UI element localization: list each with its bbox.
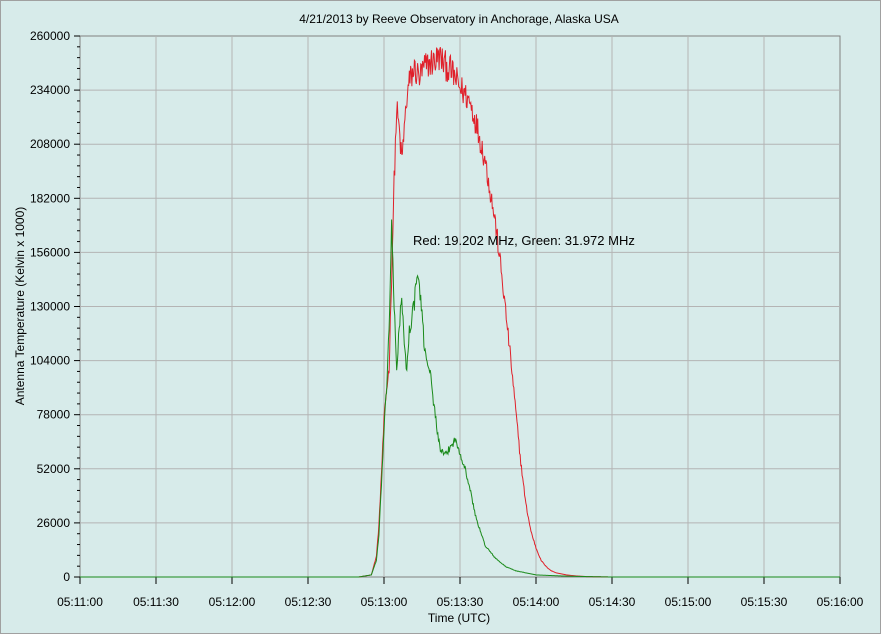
y-tick-label: 130000 xyxy=(30,300,70,314)
y-axis-ticks: 0 26000 52000 78000 104000 130000 156000 182000… xyxy=(30,29,80,584)
x-tick-label: 05:14:30 xyxy=(589,595,636,609)
x-tick-label: 05:12:00 xyxy=(209,595,256,609)
x-tick-label: 05:11:00 xyxy=(57,595,103,609)
x-tick-label: 05:11:30 xyxy=(133,595,179,609)
y-tick-label: 208000 xyxy=(30,137,70,151)
y-axis-label: Antenna Temperature (Kelvin x 1000) xyxy=(13,207,27,406)
y-tick-label: 182000 xyxy=(30,191,70,205)
y-minor-ticks xyxy=(77,46,80,567)
x-tick-label: 05:15:30 xyxy=(741,595,788,609)
x-axis-label: Time (UTC) xyxy=(428,611,490,625)
x-axis-ticks: 05:11:00 05:11:30 05:12:00 05:12:30 05:13:00… xyxy=(57,577,864,609)
x-tick-label: 05:14:00 xyxy=(513,595,560,609)
y-tick-label: 0 xyxy=(63,570,70,584)
data-series xyxy=(80,47,840,578)
chart-title: 4/21/2013 by Reeve Observatory in Anchor… xyxy=(299,12,619,26)
series-line-green xyxy=(80,219,840,578)
y-tick-label: 78000 xyxy=(37,408,71,422)
x-tick-label: 05:13:30 xyxy=(437,595,484,609)
x-tick-label: 05:16:00 xyxy=(817,595,864,609)
x-tick-label: 05:15:00 xyxy=(665,595,712,609)
y-tick-label: 156000 xyxy=(30,245,70,259)
y-tick-label: 260000 xyxy=(30,29,70,43)
y-tick-label: 234000 xyxy=(30,83,70,97)
frequency-annotation: Red: 19.202 MHz, Green: 31.972 MHz xyxy=(413,233,635,248)
y-tick-label: 104000 xyxy=(30,354,70,368)
y-tick-label: 52000 xyxy=(37,462,71,476)
x-tick-label: 05:13:00 xyxy=(361,595,408,609)
y-tick-label: 26000 xyxy=(37,516,71,530)
x-tick-label: 05:12:30 xyxy=(285,595,332,609)
